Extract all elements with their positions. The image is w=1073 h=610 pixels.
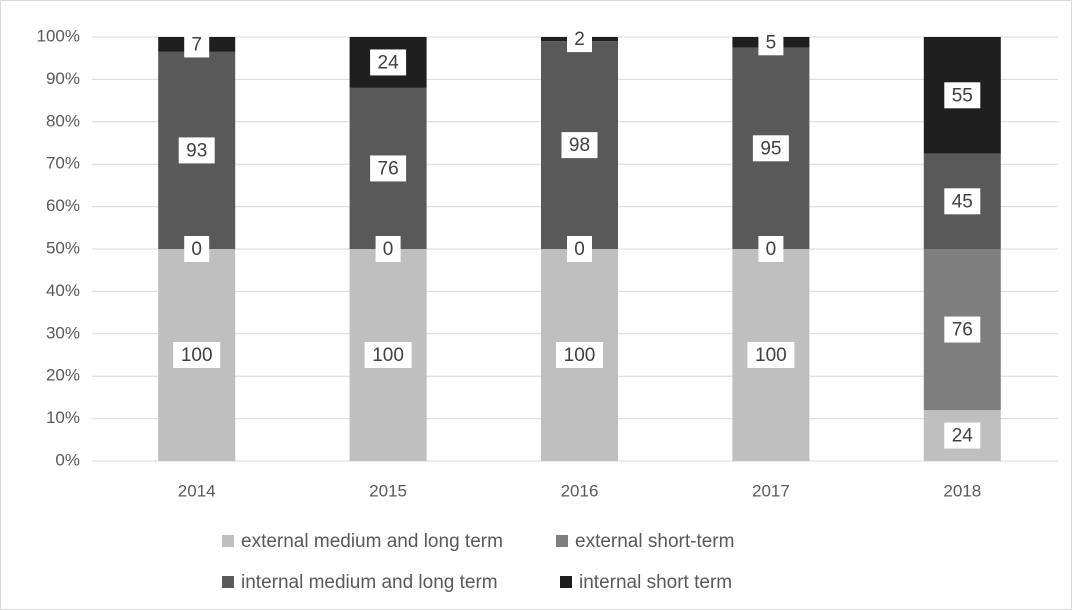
data-label-box (375, 236, 401, 262)
data-label-box (758, 29, 784, 56)
data-label: 45 (952, 191, 973, 212)
y-tick-label: 60% (46, 196, 80, 215)
data-label: 0 (383, 239, 394, 260)
data-label-box (944, 422, 981, 449)
data-label-box (370, 155, 407, 182)
data-label-box (944, 82, 981, 109)
legend-label: external short-term (575, 531, 734, 552)
x-tick-label: 2018 (943, 481, 981, 500)
data-label: 100 (564, 345, 596, 366)
data-label-box (364, 342, 412, 368)
data-label-box (184, 31, 210, 58)
data-label-box (556, 342, 603, 368)
y-tick-label: 50% (46, 238, 80, 257)
data-label-box (944, 316, 981, 343)
data-label: 100 (372, 345, 404, 366)
x-tick-label: 2015 (369, 481, 407, 500)
legend-swatch (560, 576, 572, 588)
legend-label: external medium and long term (241, 531, 503, 552)
data-label: 76 (378, 158, 399, 179)
data-label-box (752, 135, 789, 162)
data-label: 0 (574, 239, 585, 260)
data-label-box (758, 236, 784, 262)
data-label-box (747, 342, 795, 368)
data-label: 76 (952, 320, 973, 341)
data-label-box (567, 236, 592, 262)
data-label: 0 (191, 239, 202, 260)
data-label: 7 (191, 34, 202, 55)
y-tick-label: 70% (46, 154, 80, 173)
data-label-box (173, 342, 221, 368)
data-label: 93 (186, 140, 207, 161)
data-label: 24 (952, 426, 974, 447)
legend-label: internal short term (579, 572, 732, 593)
data-label: 100 (181, 345, 213, 366)
y-tick-label: 0% (55, 450, 80, 469)
y-tick-label: 40% (46, 281, 80, 300)
data-label-box (561, 132, 598, 159)
data-label-box (184, 236, 210, 262)
data-label: 55 (952, 85, 973, 106)
data-label: 2 (574, 29, 585, 50)
legend-swatch (556, 535, 568, 547)
legend-swatch (222, 576, 234, 588)
data-label-box (370, 49, 407, 76)
data-label-box (567, 26, 592, 53)
y-tick-label: 90% (46, 69, 80, 88)
x-tick-label: 2017 (752, 481, 790, 500)
data-label-box (944, 188, 981, 215)
y-tick-label: 100% (37, 26, 80, 45)
data-label: 24 (378, 52, 400, 73)
data-label: 0 (766, 239, 777, 260)
data-label: 5 (766, 32, 777, 53)
legend-label: internal medium and long term (241, 572, 498, 593)
data-label: 95 (760, 138, 781, 159)
y-tick-label: 20% (46, 366, 80, 385)
y-tick-label: 30% (46, 323, 80, 342)
data-label: 98 (569, 135, 590, 156)
legend-swatch (222, 535, 234, 547)
data-label-box (178, 137, 215, 164)
x-tick-label: 2016 (561, 481, 599, 500)
y-tick-label: 80% (46, 111, 80, 130)
data-label: 100 (755, 345, 787, 366)
y-tick-label: 10% (46, 408, 80, 427)
x-tick-label: 2014 (178, 481, 216, 500)
